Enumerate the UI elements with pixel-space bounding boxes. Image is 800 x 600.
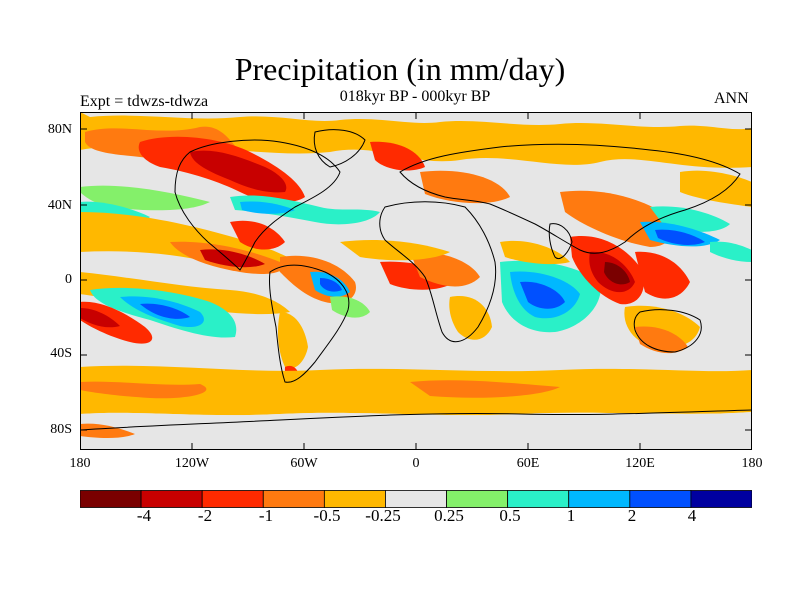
contour-region bbox=[320, 278, 342, 292]
contour-region bbox=[80, 365, 752, 416]
colorbar-box bbox=[629, 490, 692, 508]
colorbar-label: -1 bbox=[258, 506, 274, 525]
contour-region bbox=[410, 251, 480, 287]
lon-tick-label: 0 bbox=[412, 456, 420, 471]
colorbar-label: 0.5 bbox=[499, 506, 521, 525]
contour-region bbox=[330, 296, 370, 318]
colorbar-label: 2 bbox=[627, 506, 637, 525]
lat-tick-label: 80N bbox=[47, 122, 72, 137]
contour-region bbox=[140, 303, 190, 319]
lon-tick-label: 120E bbox=[625, 456, 655, 471]
contour-region bbox=[80, 185, 210, 211]
contour-region bbox=[190, 150, 287, 193]
contour-region bbox=[680, 170, 752, 207]
contour-region bbox=[80, 381, 207, 399]
coastlines bbox=[80, 129, 752, 431]
contour-region bbox=[604, 262, 630, 285]
colorbar-label: 4 bbox=[687, 506, 697, 525]
map-title: Precipitation (in mm/day) bbox=[234, 51, 566, 87]
colorbar-box bbox=[446, 490, 509, 508]
contour-region bbox=[80, 423, 135, 438]
season-label: ANN bbox=[714, 90, 749, 107]
contour-region bbox=[370, 141, 425, 171]
axis-ticks bbox=[80, 112, 752, 450]
colorbar-label: -0.25 bbox=[365, 506, 401, 525]
colorbar-box bbox=[323, 490, 386, 508]
colorbar-label: -0.5 bbox=[313, 506, 341, 525]
contour-region bbox=[230, 195, 380, 225]
contour-region bbox=[80, 272, 290, 315]
colorbar-box bbox=[507, 490, 570, 508]
lat-tick-label: 40N bbox=[47, 198, 72, 213]
contour-region bbox=[80, 112, 752, 130]
contour-region bbox=[635, 251, 690, 299]
contour-region bbox=[240, 201, 295, 214]
lon-tick-label: 180 bbox=[69, 456, 91, 471]
colorbar-label: -2 bbox=[197, 506, 213, 525]
lat-tick-label: 80S bbox=[50, 422, 72, 437]
colorbar-box bbox=[690, 490, 752, 508]
colorbar-label: -4 bbox=[136, 506, 152, 525]
contour-region bbox=[340, 240, 450, 261]
contour-region bbox=[500, 240, 570, 265]
contour-region bbox=[80, 308, 120, 328]
contour-region bbox=[277, 312, 308, 369]
contour-region bbox=[655, 229, 705, 245]
colorbar-box bbox=[80, 490, 142, 508]
contour-region bbox=[449, 296, 492, 340]
colorbar-box bbox=[201, 490, 264, 508]
colorbar-box bbox=[568, 490, 631, 508]
contour-region bbox=[230, 220, 285, 250]
lat-tick-label: 40S bbox=[50, 346, 72, 361]
colorbar-box bbox=[140, 490, 203, 508]
colorbar bbox=[80, 490, 752, 508]
precipitation-map bbox=[80, 112, 752, 450]
map-subtitle: 018kyr BP - 000kyr BP bbox=[339, 88, 491, 105]
contour-region bbox=[410, 380, 560, 398]
lon-tick-label: 180 bbox=[741, 456, 763, 471]
contour-region bbox=[420, 170, 510, 204]
contour-region bbox=[80, 112, 752, 168]
contour-region bbox=[520, 281, 565, 309]
lon-tick-label: 60W bbox=[290, 456, 318, 471]
contour-region bbox=[635, 326, 688, 354]
experiment-label: Expt = tdwzs-tdwza bbox=[80, 93, 209, 110]
colorbar-label: 0.25 bbox=[434, 506, 464, 525]
contour-region bbox=[200, 249, 265, 268]
lon-tick-label: 120W bbox=[174, 456, 210, 471]
contour-region bbox=[710, 241, 752, 262]
contour-region bbox=[560, 190, 674, 247]
colorbar-label: 1 bbox=[566, 506, 576, 525]
colorbar-box bbox=[262, 490, 325, 508]
lon-tick-label: 60E bbox=[516, 456, 540, 471]
colorbar-box bbox=[385, 490, 447, 508]
lat-tick-label: 0 bbox=[65, 272, 72, 287]
